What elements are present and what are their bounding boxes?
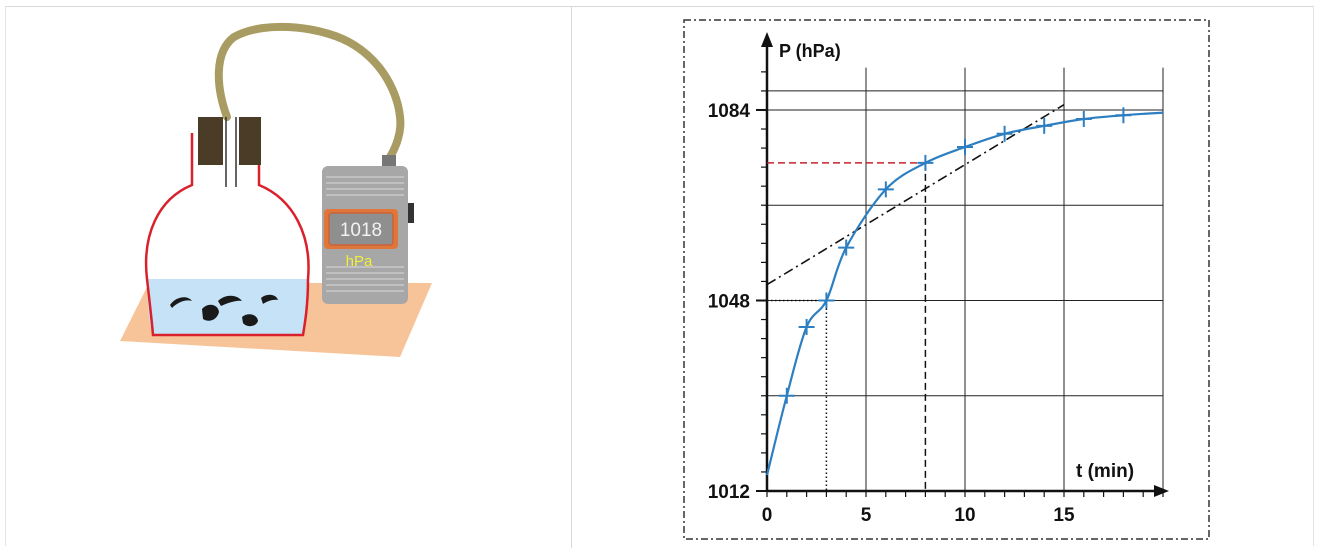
apparatus-illustration: 1018 hPa — [120, 22, 432, 357]
data-point — [1036, 117, 1053, 134]
x-tick-label: 15 — [1053, 505, 1075, 526]
data-point — [917, 154, 934, 171]
x-tick-label: 5 — [861, 505, 872, 526]
panel-divider — [571, 6, 572, 548]
data-point — [778, 387, 795, 404]
meter-unit: hPa — [346, 253, 373, 270]
y-tick-label: 1084 — [708, 101, 751, 122]
data-point — [838, 239, 855, 256]
meter-reading: 1018 — [340, 220, 382, 241]
chart-axes — [761, 32, 1169, 497]
data-point — [996, 125, 1013, 142]
tangent-segment — [766, 103, 1065, 286]
chart-labels: P (hPa) t (min) — [779, 41, 1134, 482]
y-axis-arrow — [761, 32, 773, 47]
chart-grid — [767, 67, 1164, 491]
y-tick-label: 1012 — [708, 482, 750, 503]
stopper-right — [239, 117, 261, 165]
flask-liquid — [147, 279, 308, 335]
meter-display-screen — [328, 212, 394, 246]
y-minor-ticks — [761, 71, 1164, 497]
data-point — [798, 318, 815, 335]
meter-side-button — [404, 203, 414, 223]
x-tick-label: 0 — [762, 505, 773, 526]
stopper-left — [198, 117, 223, 165]
chart-guides — [767, 162, 927, 491]
pressure-time-chart: P (hPa) t (min) 0 5 10 15 1012 1048 1084 — [683, 19, 1210, 540]
y-axis-label: P (hPa) — [779, 41, 841, 61]
solid-pieces — [170, 294, 278, 327]
meter-body-lines — [326, 176, 404, 292]
x-axis-arrow — [1154, 485, 1169, 497]
data-points — [778, 107, 1132, 404]
apparatus-panel: 1018 hPa — [6, 7, 571, 548]
tangent-line — [766, 103, 1065, 286]
y-tick-label: 1048 — [708, 291, 750, 312]
meter-connector — [382, 155, 396, 167]
chart-border — [683, 19, 1210, 540]
connecting-tube — [214, 22, 405, 161]
chart-panel: P (hPa) t (min) 0 5 10 15 1012 1048 1084 — [572, 7, 1314, 548]
x-tick-label: 10 — [954, 505, 975, 526]
x-axis-label: t (min) — [1076, 461, 1134, 482]
data-point — [818, 292, 835, 309]
y-tick-labels: 1012 1048 1084 — [708, 101, 767, 503]
x-tick-labels: 0 5 10 15 — [762, 505, 1075, 526]
figure-frame — [5, 6, 1314, 546]
data-point — [877, 181, 894, 198]
pressure-meter: 1018 hPa — [322, 155, 414, 304]
data-point — [957, 139, 973, 156]
data-point — [1115, 107, 1132, 124]
data-point — [1075, 110, 1092, 127]
round-flask — [144, 133, 310, 337]
